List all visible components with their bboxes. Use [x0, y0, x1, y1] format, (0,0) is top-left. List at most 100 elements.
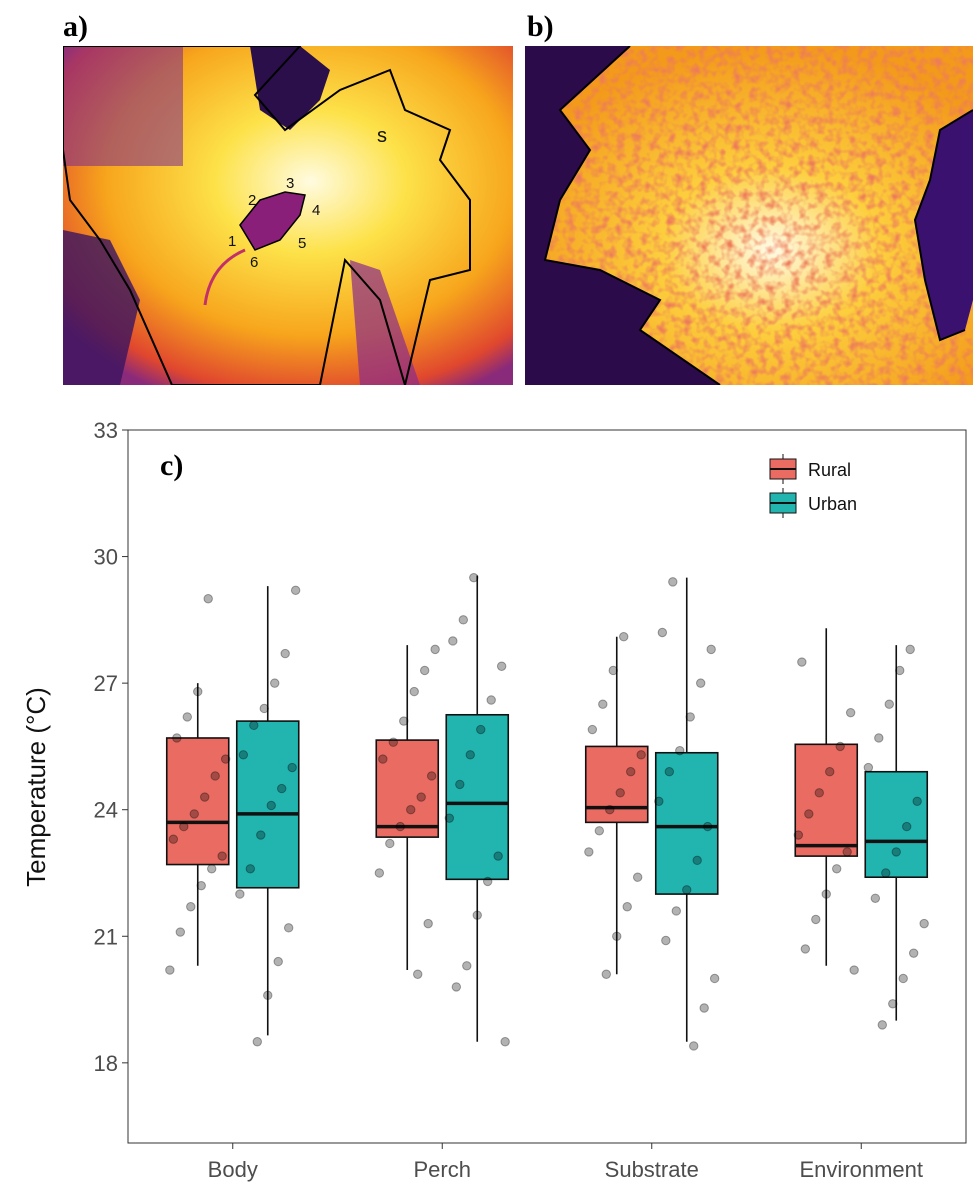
data-point [288, 763, 296, 771]
data-point [274, 957, 282, 965]
data-point [595, 827, 603, 835]
data-point [375, 869, 383, 877]
box [167, 738, 229, 865]
data-point [871, 894, 879, 902]
data-point [187, 903, 195, 911]
data-point [487, 696, 495, 704]
y-axis-title: Temperature (°C) [21, 687, 51, 887]
data-point [794, 831, 802, 839]
x-tick-label: Environment [799, 1157, 923, 1182]
data-point [658, 628, 666, 636]
data-point [431, 645, 439, 653]
data-point [183, 713, 191, 721]
annotation: 4 [312, 202, 320, 219]
data-point [672, 907, 680, 915]
data-point [427, 772, 435, 780]
data-point [459, 616, 467, 624]
data-point [620, 633, 628, 641]
data-point [599, 700, 607, 708]
data-point [477, 725, 485, 733]
data-point [414, 970, 422, 978]
data-point [920, 919, 928, 927]
data-point [417, 793, 425, 801]
data-point [700, 1004, 708, 1012]
data-point [470, 573, 478, 581]
data-point [609, 666, 617, 674]
data-point [606, 806, 614, 814]
data-point [284, 924, 292, 932]
y-tick-label: 24 [94, 798, 118, 823]
y-tick-label: 18 [94, 1051, 118, 1076]
data-point [424, 919, 432, 927]
data-point [693, 856, 701, 864]
data-point [662, 936, 670, 944]
data-point [173, 734, 181, 742]
data-point [815, 789, 823, 797]
y-tick-label: 30 [94, 545, 118, 570]
data-point [655, 797, 663, 805]
panel-label: a) [63, 10, 88, 43]
data-point [501, 1038, 509, 1046]
data-point [208, 865, 216, 873]
annotation: 6 [250, 254, 258, 271]
data-point [264, 991, 272, 999]
data-point [494, 852, 502, 860]
data-point [291, 586, 299, 594]
data-point [386, 839, 394, 847]
data-point [833, 865, 841, 873]
box [865, 772, 927, 877]
data-point [389, 738, 397, 746]
data-point [627, 768, 635, 776]
data-point [690, 1042, 698, 1050]
data-point [211, 772, 219, 780]
data-point [221, 755, 229, 763]
data-point [798, 658, 806, 666]
panel-label: c) [160, 449, 183, 482]
x-tick-label: Perch [414, 1157, 471, 1182]
thermal-image-b [525, 46, 973, 385]
data-point [843, 848, 851, 856]
annotation: 5 [298, 235, 306, 252]
data-point [613, 932, 621, 940]
data-point [822, 890, 830, 898]
data-point [456, 780, 464, 788]
data-point [710, 974, 718, 982]
data-point [278, 784, 286, 792]
legend-label: Rural [808, 460, 851, 480]
data-point [257, 831, 265, 839]
data-point [466, 751, 474, 759]
data-point [697, 679, 705, 687]
data-point [602, 970, 610, 978]
data-point [623, 903, 631, 911]
data-point [253, 1038, 261, 1046]
data-point [846, 708, 854, 716]
y-tick-label: 33 [94, 418, 118, 443]
data-point [805, 810, 813, 818]
data-point [899, 974, 907, 982]
data-point [875, 734, 883, 742]
annotation: 1 [228, 233, 236, 250]
data-point [176, 928, 184, 936]
data-point [484, 877, 492, 885]
annotation: 3 [286, 175, 294, 192]
data-point [218, 852, 226, 860]
data-point [260, 704, 268, 712]
data-point [812, 915, 820, 923]
data-point [637, 751, 645, 759]
annotation: 2 [248, 192, 256, 209]
data-point [676, 746, 684, 754]
data-point [707, 645, 715, 653]
data-point [410, 687, 418, 695]
data-point [669, 578, 677, 586]
data-point [850, 966, 858, 974]
data-point [396, 822, 404, 830]
x-tick-label: Substrate [605, 1157, 699, 1182]
data-point [913, 797, 921, 805]
legend-label: Urban [808, 494, 857, 514]
data-point [633, 873, 641, 881]
data-point [889, 1000, 897, 1008]
data-point [197, 881, 205, 889]
data-point [801, 945, 809, 953]
box [376, 740, 438, 837]
panel-label: b) [527, 10, 554, 43]
